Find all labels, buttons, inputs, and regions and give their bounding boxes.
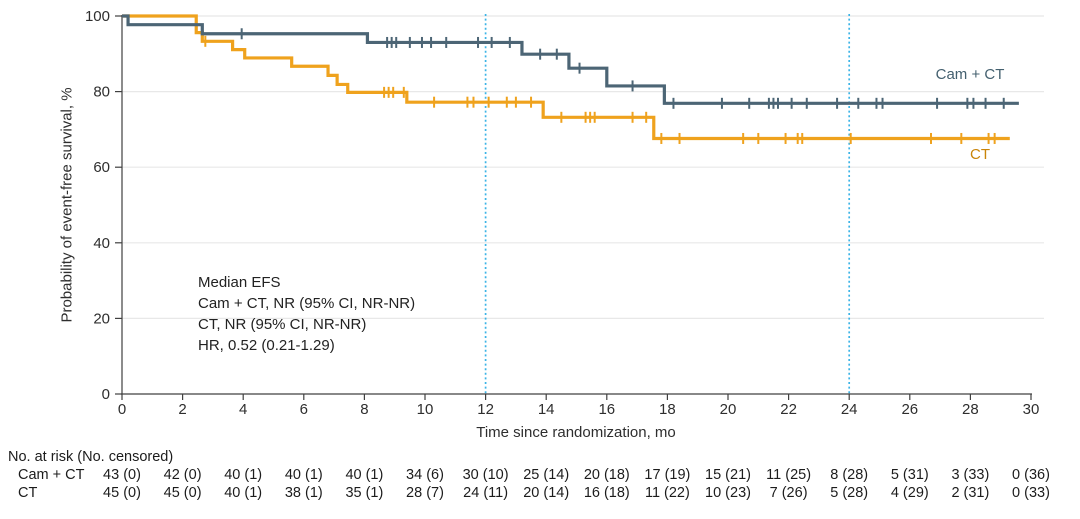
x-tick-label-6: 6 (300, 401, 308, 418)
y-tick-label-100: 100 (85, 8, 110, 25)
risk-row-ct: CT 45 (0) 45 (0) 40 (1) 38 (1) 35 (1) 28 (7) 2… (0, 485, 1080, 503)
risk-cell: 45 (0) (103, 485, 141, 501)
risk-cell: 11 (22) (644, 485, 690, 501)
risk-cell: 34 (6) (406, 467, 444, 483)
risk-cell: 38 (1) (284, 485, 323, 501)
risk-cell: 15 (21) (705, 467, 751, 483)
risk-cell: 20 (18) (583, 467, 630, 483)
risk-row-label-ct: CT (18, 485, 38, 501)
risk-cell: 16 (18) (583, 485, 630, 501)
x-axis-title: Time since randomization, mo (476, 424, 676, 441)
risk-cell: 28 (7) (406, 485, 444, 501)
y-axis-title: Probability of event-free survival, % (58, 87, 76, 323)
risk-cell: 2 (31) (951, 485, 990, 501)
x-tick-label-4: 4 (239, 401, 247, 418)
risk-cell: 7 (26) (769, 485, 808, 501)
risk-cell: 11 (25) (766, 467, 812, 483)
y-tick-label-80: 80 (93, 84, 110, 101)
annotation-line-hr: HR, 0.52 (0.21-1.29) (198, 337, 335, 354)
annotation-line-camct: Cam + CT, NR (95% CI, NR-NR) (198, 295, 416, 312)
x-tick-label-30: 30 (1023, 401, 1040, 418)
risk-cell: 8 (28) (830, 467, 869, 483)
risk-cell: 40 (1) (224, 485, 263, 501)
x-tick-label-22: 22 (780, 401, 797, 418)
x-tick-label-14: 14 (538, 401, 555, 418)
y-tick-label-40: 40 (93, 235, 110, 252)
x-tick-label-8: 8 (360, 401, 368, 418)
risk-cell: 10 (23) (705, 485, 751, 501)
annotation-line-median: Median EFS (198, 274, 281, 291)
curve-label-camct: Cam + CT (935, 66, 1005, 83)
curve-label-ct: CT (970, 146, 990, 163)
risk-cell: 20 (14) (523, 485, 570, 501)
risk-row-camct: Cam + CT 43 (0) 42 (0) 40 (1) 40 (1) 40 (1) 3… (0, 467, 1080, 485)
x-tick-label-12: 12 (477, 401, 494, 418)
risk-cell: 25 (14) (523, 467, 570, 483)
y-tick-label-0: 0 (102, 386, 110, 403)
risk-cell: 5 (28) (830, 485, 869, 501)
x-tick-label-28: 28 (962, 401, 979, 418)
risk-cell: 24 (11) (463, 485, 509, 501)
annotation-line-ct: CT, NR (95% CI, NR-NR) (198, 316, 367, 333)
x-tick-label-2: 2 (178, 401, 186, 418)
risk-cell: 40 (1) (345, 467, 384, 483)
median-efs-annotation: Median EFS Cam + CT, NR (95% CI, NR-NR) … (198, 272, 415, 356)
x-tick-label-18: 18 (659, 401, 676, 418)
risk-row-label-camct: Cam + CT (18, 467, 85, 483)
risk-cell: 30 (10) (462, 467, 509, 483)
risk-cell: 40 (1) (284, 467, 323, 483)
x-tick-label-20: 20 (720, 401, 737, 418)
y-tick-label-60: 60 (93, 159, 110, 176)
risk-cell: 43 (0) (103, 467, 141, 483)
risk-cell: 0 (33) (1012, 485, 1050, 501)
risk-cell: 40 (1) (224, 467, 263, 483)
km-curve-ct (122, 14, 1010, 141)
y-tick-label-20: 20 (93, 310, 110, 327)
risk-table-header: No. at risk (No. censored) (8, 449, 174, 465)
x-tick-label-0: 0 (118, 401, 126, 418)
risk-cell: 5 (31) (890, 467, 929, 483)
risk-cell: 35 (1) (345, 485, 384, 501)
risk-cell: 3 (33) (951, 467, 990, 483)
x-tick-label-26: 26 (901, 401, 918, 418)
risk-cell: 42 (0) (163, 467, 202, 483)
risk-cell: 17 (19) (644, 467, 691, 483)
x-tick-label-10: 10 (417, 401, 434, 418)
risk-cell: 0 (36) (1012, 467, 1050, 483)
x-tick-label-24: 24 (841, 401, 858, 418)
km-curve-camct (122, 14, 1019, 105)
risk-cell: 45 (0) (163, 485, 202, 501)
risk-cell: 4 (29) (890, 485, 929, 501)
x-tick-label-16: 16 (598, 401, 615, 418)
